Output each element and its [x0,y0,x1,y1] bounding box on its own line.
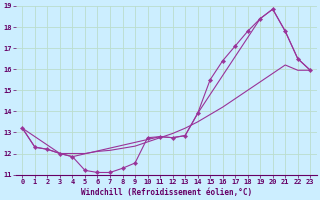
X-axis label: Windchill (Refroidissement éolien,°C): Windchill (Refroidissement éolien,°C) [81,188,252,197]
